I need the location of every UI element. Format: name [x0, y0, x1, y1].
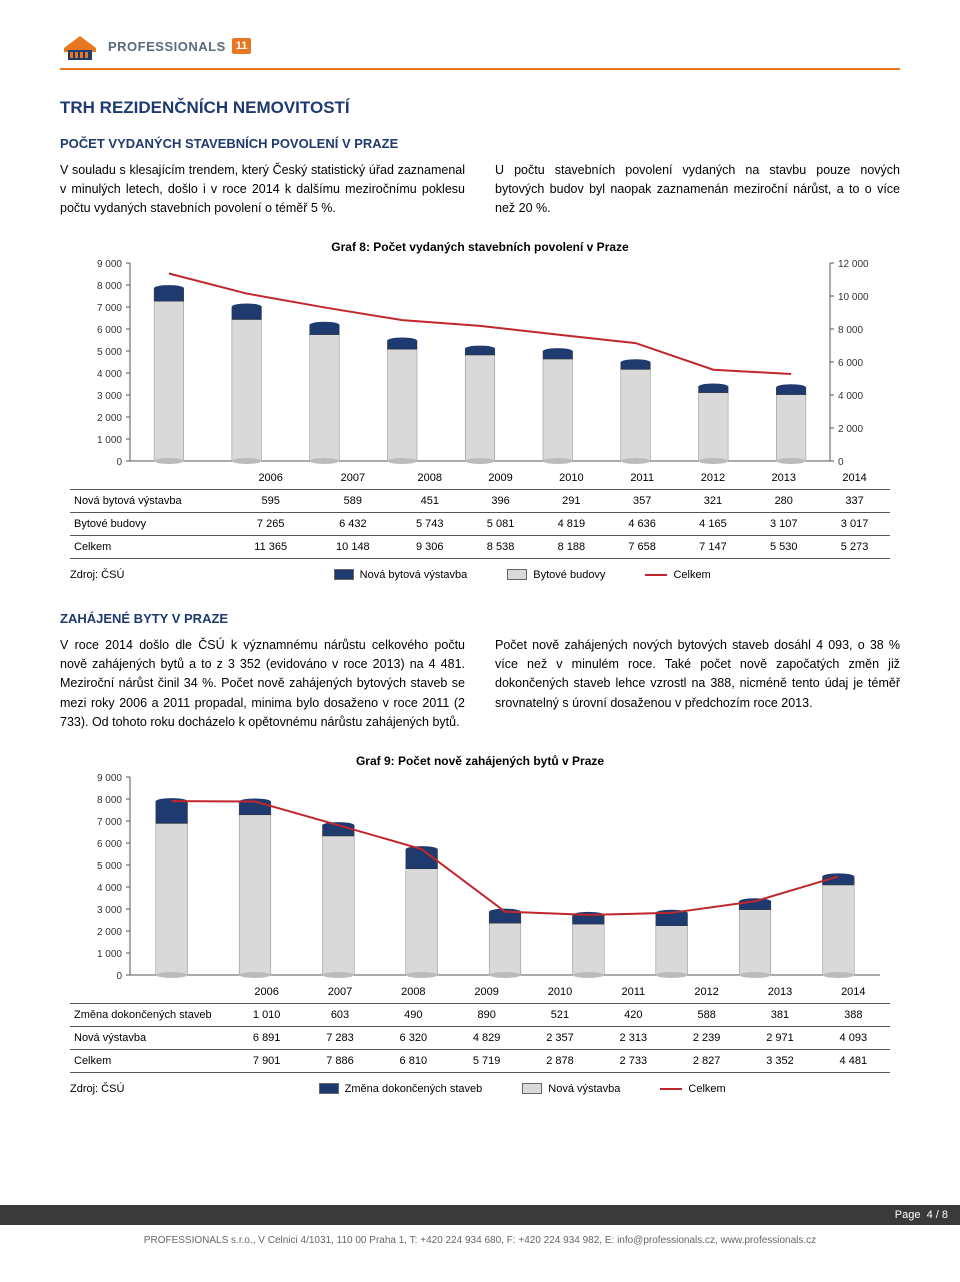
- section2-right: Počet nově zahájených nových bytových st…: [495, 636, 900, 733]
- svg-text:8 000: 8 000: [97, 281, 122, 292]
- chart9-svg: Graf 9: Počet nově zahájených bytů v Pra…: [60, 751, 900, 981]
- svg-text:6 000: 6 000: [838, 358, 863, 369]
- section1-right: U počtu stavebních povolení vydaných na …: [495, 161, 900, 219]
- svg-text:0: 0: [838, 457, 844, 467]
- page-footer: Page 4 / 8 PROFESSIONALS s.r.o., V Celni…: [0, 1205, 960, 1246]
- chart8-table: 200620072008200920102011201220132014Nová…: [70, 467, 890, 559]
- svg-text:0: 0: [116, 971, 122, 981]
- chart9: Graf 9: Počet nově zahájených bytů v Pra…: [60, 751, 900, 1095]
- svg-text:9 000: 9 000: [97, 773, 122, 784]
- logo: PROFESSIONALS 11: [60, 30, 900, 62]
- section1-title: POČET VYDANÝCH STAVEBNÍCH POVOLENÍ V PRA…: [60, 136, 900, 151]
- section2-left: V roce 2014 došlo dle ČSÚ k významnému n…: [60, 636, 465, 733]
- chart8-source: Zdroj: ČSÚ: [70, 569, 124, 581]
- svg-text:0: 0: [116, 457, 122, 467]
- svg-text:12 000: 12 000: [838, 259, 869, 270]
- section1-left: V souladu s klesajícím trendem, který Če…: [60, 161, 465, 219]
- logo-brand: PROFESSIONALS: [108, 39, 226, 54]
- svg-text:10 000: 10 000: [838, 292, 869, 303]
- page-number: Page 4 / 8: [0, 1205, 960, 1225]
- svg-text:8 000: 8 000: [97, 795, 122, 806]
- svg-text:5 000: 5 000: [97, 347, 122, 358]
- svg-text:2 000: 2 000: [97, 927, 122, 938]
- section2-title: ZAHÁJENÉ BYTY V PRAZE: [60, 611, 900, 626]
- svg-text:7 000: 7 000: [97, 303, 122, 314]
- chart8-footer: Zdroj: ČSÚ Nová bytová výstavbaBytové bu…: [70, 569, 890, 581]
- chart9-source: Zdroj: ČSÚ: [70, 1083, 124, 1095]
- svg-text:6 000: 6 000: [97, 839, 122, 850]
- section1-body: V souladu s klesajícím trendem, který Če…: [60, 161, 900, 219]
- svg-text:1 000: 1 000: [97, 435, 122, 446]
- chart8-svg: Graf 8: Počet vydaných stavebních povole…: [60, 237, 900, 467]
- svg-text:3 000: 3 000: [97, 391, 122, 402]
- chart8-legend: Nová bytová výstavbaBytové budovyCelkem: [154, 569, 890, 581]
- footer-company: PROFESSIONALS s.r.o., V Celnici 4/1031, …: [0, 1235, 960, 1246]
- svg-text:4 000: 4 000: [838, 391, 863, 402]
- logo-badge: 11: [232, 38, 252, 54]
- page-title: TRH REZIDENČNÍCH NEMOVITOSTÍ: [60, 98, 900, 118]
- chart9-table: 200620072008200920102011201220132014Změn…: [70, 981, 890, 1073]
- svg-text:Graf 9: Počet nově zahájených: Graf 9: Počet nově zahájených bytů v Pra…: [356, 754, 604, 768]
- section2-body: V roce 2014 došlo dle ČSÚ k významnému n…: [60, 636, 900, 733]
- chart9-legend: Změna dokončených stavebNová výstavbaCel…: [154, 1083, 890, 1095]
- svg-text:4 000: 4 000: [97, 883, 122, 894]
- svg-text:2 000: 2 000: [97, 413, 122, 424]
- page: PROFESSIONALS 11 TRH REZIDENČNÍCH NEMOVI…: [0, 0, 960, 1165]
- svg-text:6 000: 6 000: [97, 325, 122, 336]
- svg-text:7 000: 7 000: [97, 817, 122, 828]
- svg-text:2 000: 2 000: [838, 424, 863, 435]
- svg-text:5 000: 5 000: [97, 861, 122, 872]
- svg-text:3 000: 3 000: [97, 905, 122, 916]
- header-rule: [60, 68, 900, 70]
- logo-icon: [60, 30, 102, 62]
- svg-text:4 000: 4 000: [97, 369, 122, 380]
- svg-text:Graf 8: Počet vydaných stavebn: Graf 8: Počet vydaných stavebních povole…: [331, 240, 629, 254]
- svg-text:1 000: 1 000: [97, 949, 122, 960]
- svg-text:9 000: 9 000: [97, 259, 122, 270]
- chart8: Graf 8: Počet vydaných stavebních povole…: [60, 237, 900, 581]
- chart9-footer: Zdroj: ČSÚ Změna dokončených stavebNová …: [70, 1083, 890, 1095]
- svg-text:8 000: 8 000: [838, 325, 863, 336]
